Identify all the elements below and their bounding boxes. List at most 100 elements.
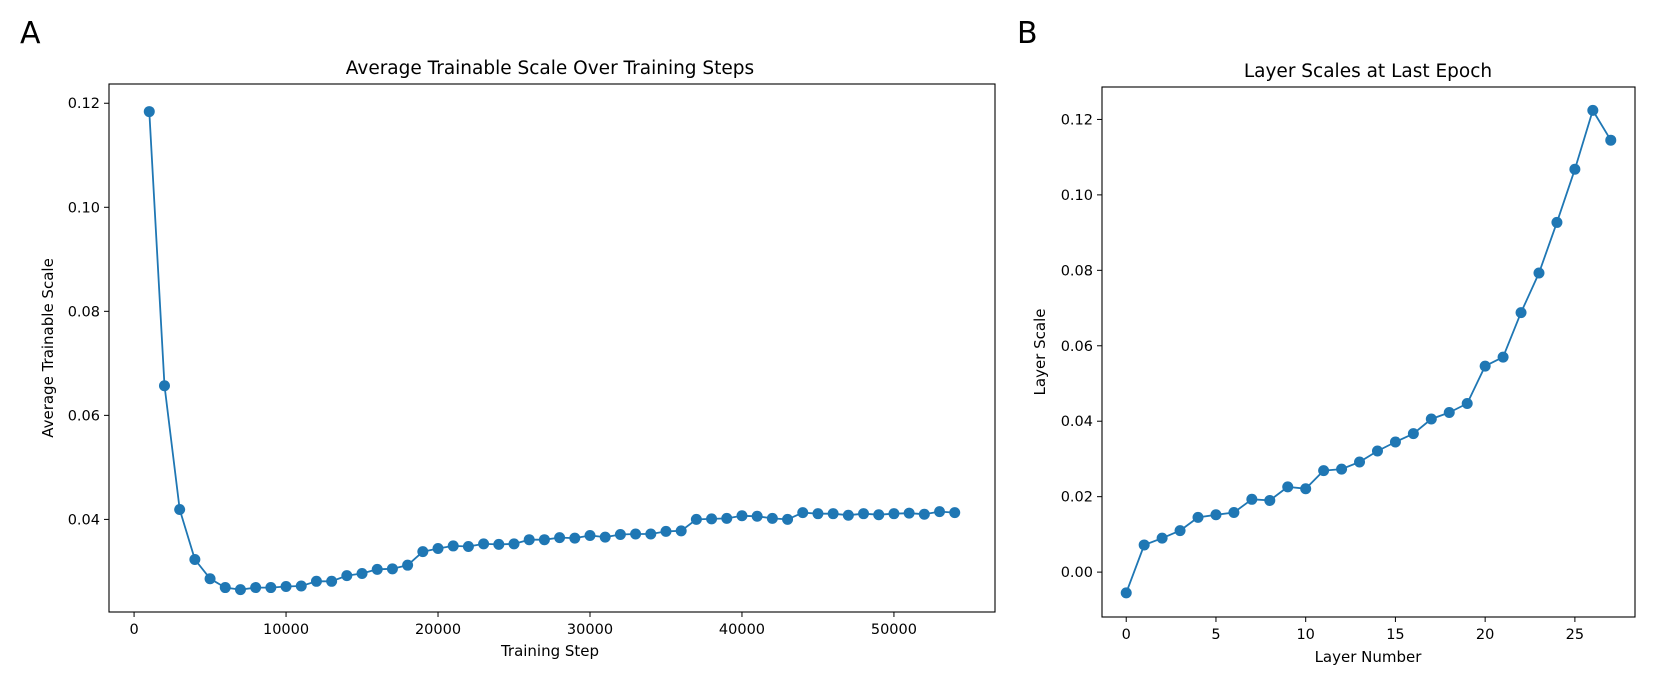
chart-b-ytick-label: 0.02: [1061, 490, 1093, 506]
chart-a-ticks: 0 10000 20000 30000 40000 50000 0.04 0.06 0.08 0.…: [68, 96, 917, 638]
chart-a-data-point: [250, 582, 262, 594]
chart-a-xlabel: Training Step: [500, 642, 599, 660]
chart-b-series: [1120, 104, 1617, 599]
chart-a-data-point: [797, 507, 809, 519]
chart-a-xtick-label: 40000: [719, 622, 765, 638]
chart-a-data-point: [280, 581, 292, 593]
chart-a-data-point: [660, 525, 672, 537]
chart-a-data-point: [402, 559, 414, 571]
chart-a-title: Average Trainable Scale Over Training St…: [346, 58, 754, 79]
chart-b-xtick-label: 0: [1122, 627, 1131, 643]
chart-a-data-point: [371, 563, 383, 575]
chart-b-data-point: [1407, 428, 1419, 440]
chart-a-data-point: [143, 106, 155, 118]
chart-b-data-point: [1461, 397, 1473, 409]
chart-a-data-point: [918, 508, 930, 520]
chart-a-data-point: [189, 553, 201, 565]
chart-a-ylabel: Average Trainable Scale: [39, 258, 57, 438]
chart-a-ytick-label: 0.06: [68, 408, 100, 424]
chart-b-ticks: 0 5 10 15 20 25 0.00 0.02 0.04 0.06 0.08 0.10 0.12: [1061, 112, 1584, 643]
chart-a-data-point: [842, 509, 854, 521]
chart-b-data-point: [1264, 494, 1276, 506]
chart-a-data-point: [478, 538, 490, 550]
chart-a-ytick-label: 0.10: [68, 200, 100, 216]
chart-b-xtick-label: 25: [1566, 627, 1584, 643]
chart-b-data-point: [1569, 163, 1581, 175]
chart-a-data-point: [888, 508, 900, 520]
chart-a-data-point: [219, 582, 231, 594]
chart-b-data-point: [1479, 360, 1491, 372]
chart-a-plot-frame: [108, 83, 996, 613]
chart-a-xtick-label: 10000: [263, 622, 309, 638]
chart-b-data-point: [1425, 413, 1437, 425]
chart-a-data-point: [766, 512, 778, 524]
chart-a-data-point: [949, 507, 961, 519]
chart-a-data-point: [736, 510, 748, 522]
chart-a-data-point: [417, 546, 429, 558]
chart-a-data-point: [447, 540, 459, 552]
chart-b-xtick-label: 20: [1476, 627, 1494, 643]
chart-a-data-point: [265, 582, 277, 594]
chart-b-data-point: [1210, 509, 1222, 521]
chart-a-xtick-label: 20000: [415, 622, 461, 638]
chart-a-xtick-label: 30000: [567, 622, 613, 638]
chart-a-data-point: [234, 584, 246, 596]
chart-a-data-point: [599, 531, 611, 543]
chart-b-data-point: [1228, 507, 1240, 519]
chart-b-data-point: [1587, 104, 1599, 116]
chart-a-data-point: [554, 532, 566, 544]
chart-a-data-point: [326, 575, 338, 587]
chart-a-data-point: [675, 525, 687, 537]
panel-label-b: B: [1017, 16, 1038, 51]
chart-b-plot-frame: [1101, 86, 1636, 618]
chart-b-xlabel: Layer Number: [1315, 648, 1423, 666]
chart-b-data-point: [1246, 493, 1258, 505]
chart-b-data-point: [1120, 587, 1132, 599]
chart-a-data-point: [812, 508, 824, 520]
chart-a-ytick-label: 0.04: [68, 512, 100, 528]
chart-b-ytick-label: 0.10: [1061, 188, 1093, 204]
chart-b-data-point: [1336, 463, 1348, 475]
chart-a-data-point: [295, 580, 307, 592]
chart-b-ylabel: Layer Scale: [1031, 309, 1049, 396]
chart-b-ytick-label: 0.08: [1061, 263, 1093, 279]
chart-b-data-point: [1533, 267, 1545, 279]
chart-a-data-point: [508, 538, 520, 550]
chart-a-ytick-label: 0.08: [68, 304, 100, 320]
chart-a-data-point: [903, 507, 915, 519]
chart-a-xtick-label: 50000: [871, 622, 917, 638]
chart-a-data-point: [158, 380, 170, 392]
chart-a-data-point: [630, 528, 642, 540]
chart-b-ytick-label: 0.12: [1061, 112, 1093, 128]
chart-a-data-point: [782, 513, 794, 525]
chart-b-data-point: [1497, 351, 1509, 363]
chart-b-data-point: [1156, 532, 1168, 544]
chart-b-ytick-label: 0.06: [1061, 339, 1093, 355]
chart-b-xtick-label: 10: [1296, 627, 1314, 643]
chart-a-data-point: [721, 512, 733, 524]
chart-b-data-point: [1605, 134, 1617, 146]
chart-a-data-point: [584, 530, 596, 542]
panel-label-a: A: [20, 16, 41, 51]
chart-b: B Layer Scales at Last Epoch Layer Numbe…: [1017, 16, 1636, 666]
chart-a: A Average Trainable Scale Over Training …: [20, 16, 996, 660]
chart-b-ytick-label: 0.00: [1061, 565, 1093, 581]
chart-b-data-point: [1515, 307, 1527, 319]
chart-b-data-point: [1371, 445, 1383, 457]
chart-a-data-point: [934, 506, 946, 518]
chart-a-data-point: [858, 508, 870, 520]
chart-a-data-point: [432, 543, 444, 555]
chart-a-data-point: [751, 510, 763, 522]
chart-a-data-point: [523, 534, 535, 546]
chart-a-data-point: [356, 568, 368, 580]
chart-a-data-point: [873, 509, 885, 521]
chart-b-data-point: [1551, 216, 1563, 228]
chart-a-data-point: [493, 538, 505, 550]
chart-a-data-point: [462, 540, 474, 552]
chart-b-series-line: [1125, 109, 1612, 594]
chart-a-data-point: [569, 532, 581, 544]
chart-a-data-point: [706, 513, 718, 525]
chart-b-data-point: [1300, 483, 1312, 495]
chart-a-data-point: [204, 573, 216, 585]
